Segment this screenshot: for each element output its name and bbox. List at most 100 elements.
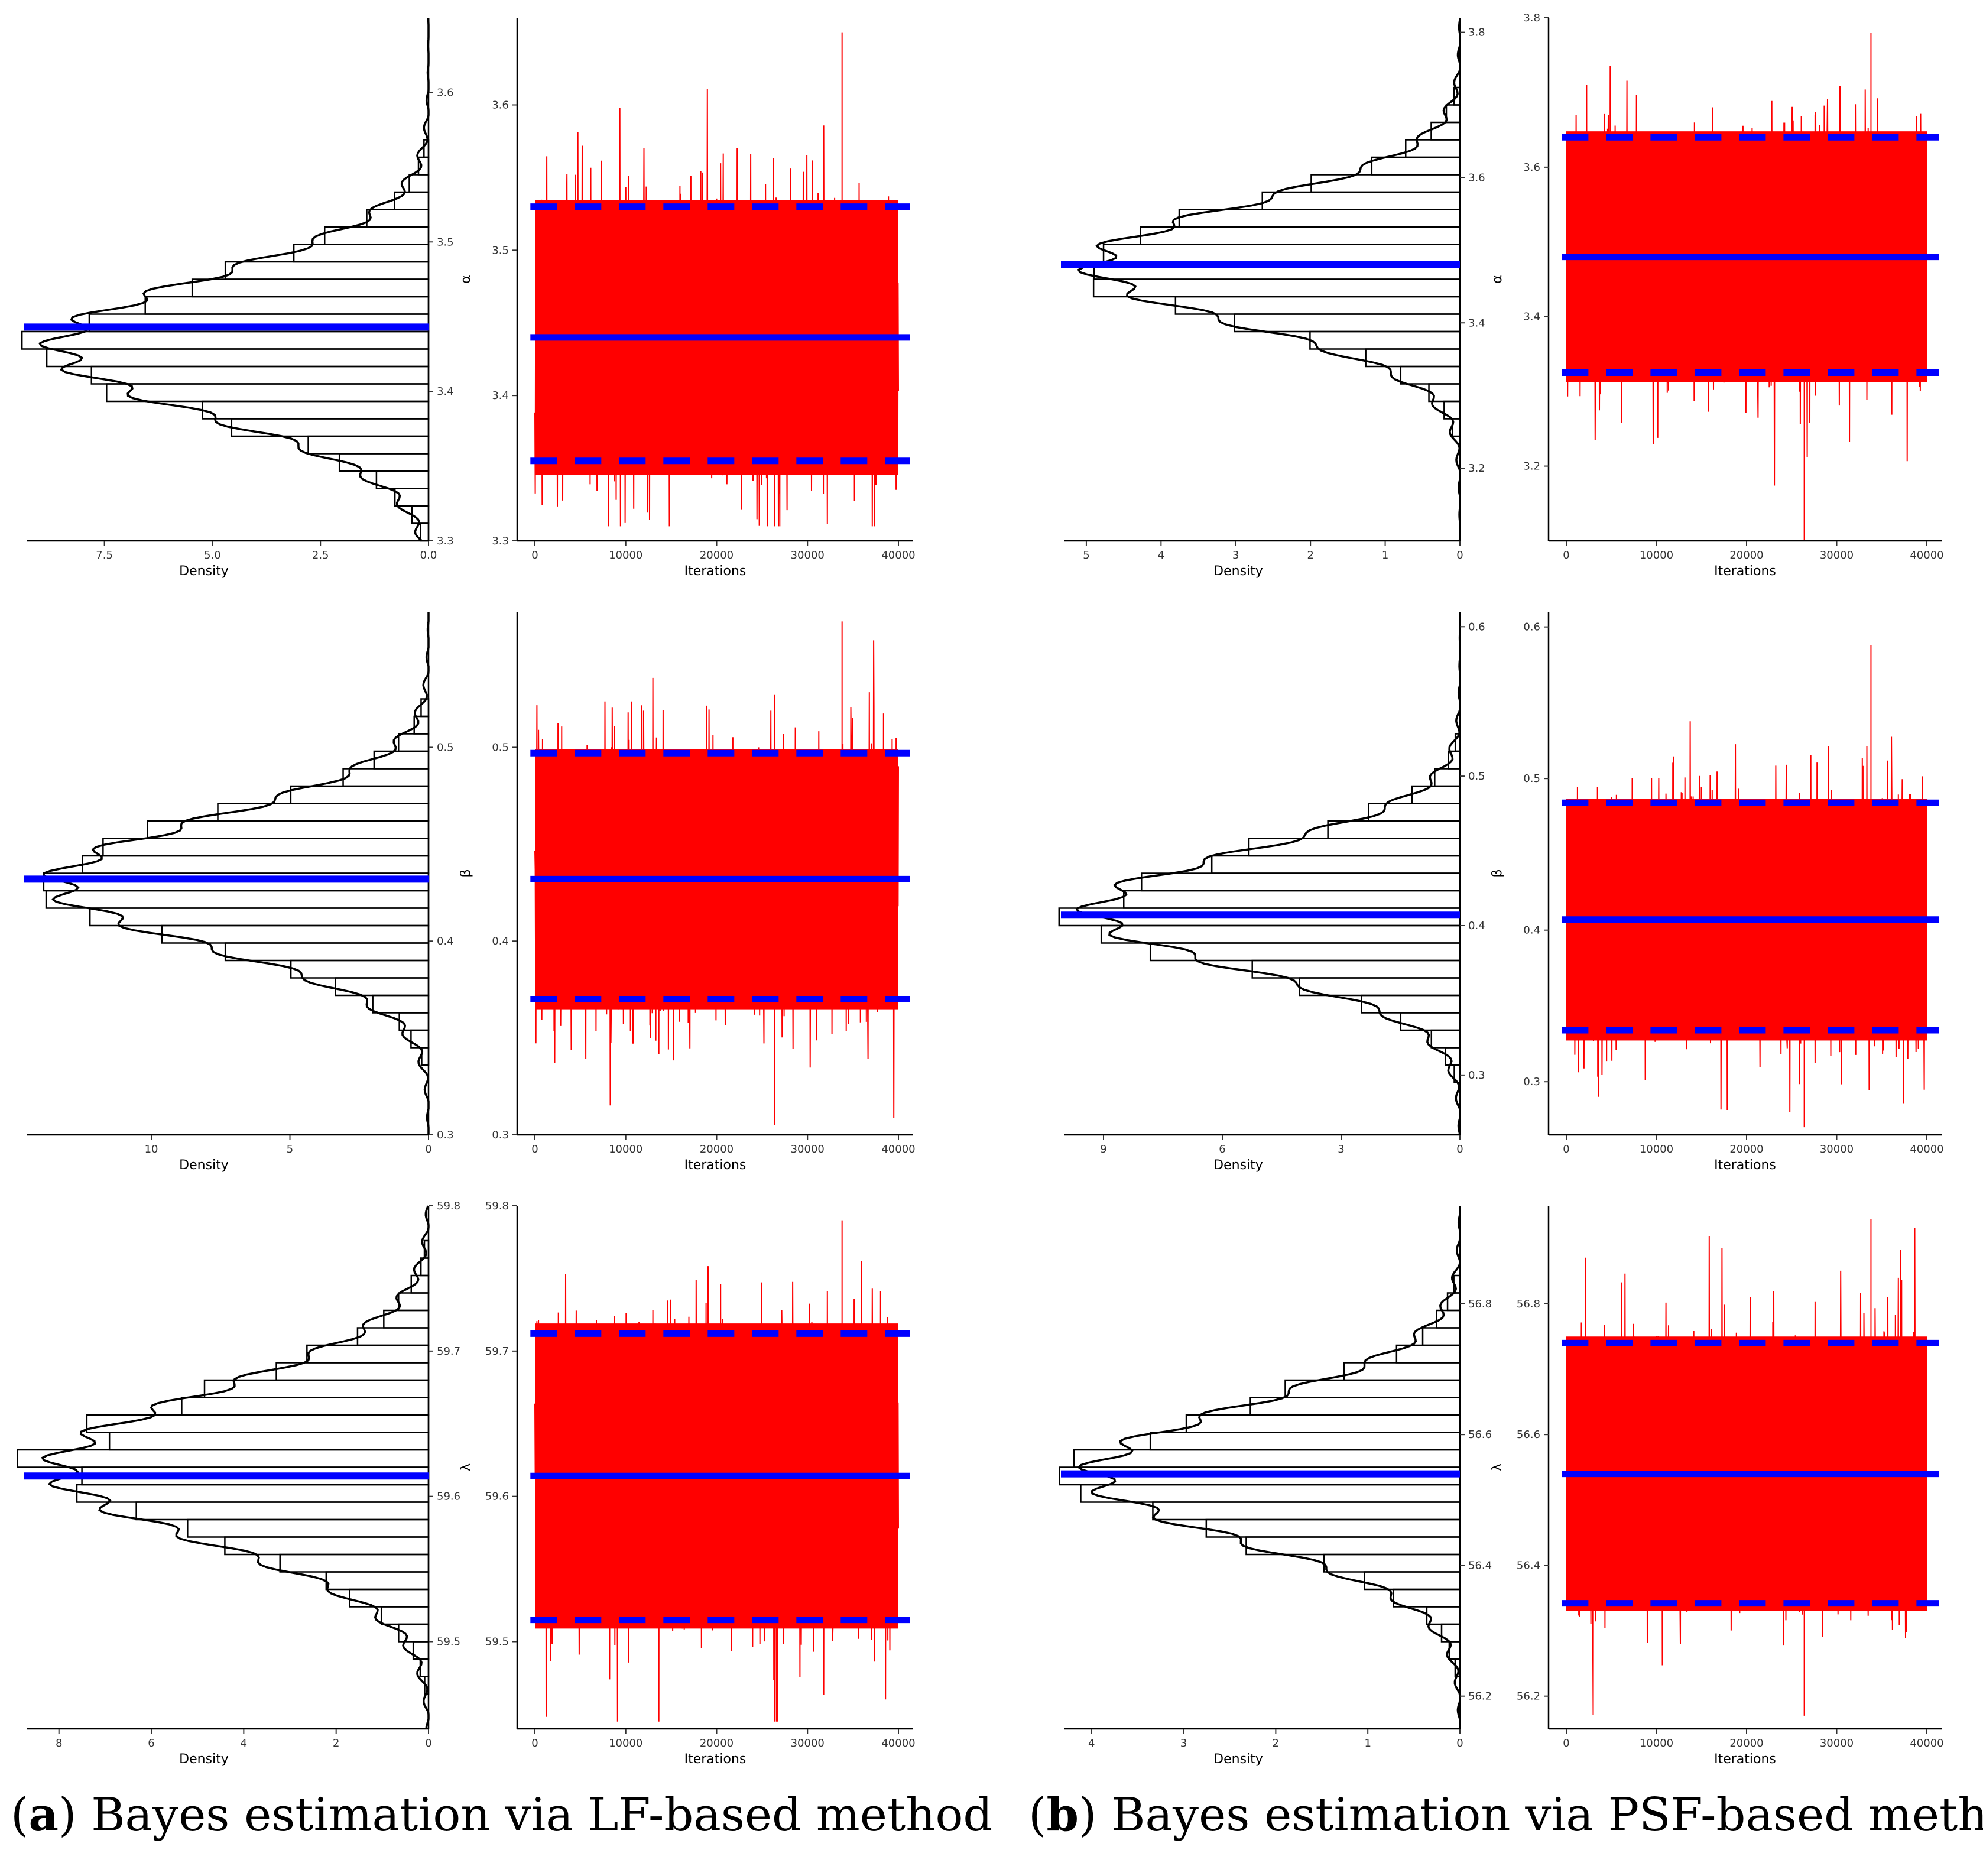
y-tick-label: 59.5: [437, 1636, 460, 1648]
y-tick-label: 3.8: [1523, 12, 1540, 24]
histogram-bar: [1152, 1501, 1461, 1521]
y-tick-label: 59.7: [485, 1345, 509, 1358]
histogram-bar: [203, 1379, 430, 1398]
histogram-bar: [1205, 1518, 1461, 1538]
y-axis-title: β: [1490, 869, 1505, 877]
histogram-panel-psf-beta: 9 6 3 0 0.3 0.4 0.5 0.6 Density: [1058, 612, 1485, 1173]
histogram-bar: [1400, 1012, 1461, 1031]
x-tick-label: 0: [1563, 1737, 1569, 1750]
density-curve: [41, 1205, 430, 1729]
x-tick-label: 0: [531, 549, 538, 561]
histogram-panel-psf-lambda: 4 3 2 1 0 56.2 56.4 56.6 56.8 Density: [1059, 1206, 1492, 1767]
histogram-bar: [1434, 768, 1461, 787]
x-tick-label: 1: [1364, 1737, 1371, 1750]
histogram-panel-lf-beta: 10 5 0 0.3 0.4 0.5 Density: [24, 612, 454, 1173]
histogram-bar: [1445, 104, 1461, 124]
x-axis-title: Iterations: [1714, 1158, 1776, 1173]
y-axis-title: λ: [1490, 1463, 1505, 1471]
x-axis-title: Density: [179, 564, 229, 579]
x-tick-label: 2: [1273, 1737, 1279, 1750]
x-tick-label: 10000: [1640, 549, 1673, 561]
y-tick-label: 59.7: [437, 1345, 460, 1358]
x-tick-label: 40000: [1910, 1143, 1943, 1156]
x-tick-label: 0: [425, 1143, 431, 1156]
density-curve: [1077, 1206, 1461, 1729]
y-tick-label: 59.8: [485, 1200, 509, 1212]
x-axis-title: Density: [1213, 1158, 1263, 1173]
y-tick-label: 56.4: [1468, 1559, 1492, 1572]
y-tick-label: 59.8: [437, 1200, 460, 1212]
histogram-bar: [202, 400, 430, 420]
histogram-bar: [1249, 1397, 1461, 1416]
histogram-bar: [1400, 365, 1461, 385]
histogram-bar: [181, 1397, 430, 1416]
histogram-bar: [102, 838, 430, 857]
y-tick-label: 0.3: [492, 1129, 509, 1141]
x-axis-title: Density: [179, 1158, 229, 1173]
histogram-bar: [1185, 1414, 1461, 1433]
histogram-bar: [338, 453, 430, 472]
x-tick-label: 2.5: [312, 549, 329, 561]
y-tick-label: 56.2: [1517, 1690, 1540, 1703]
histogram-bar: [76, 1484, 430, 1503]
x-axis-title: Iterations: [684, 564, 747, 579]
y-tick-label: 0.4: [437, 935, 454, 947]
caption-a-text: Bayes estimation via LF-based method: [91, 1789, 993, 1842]
x-tick-label: 10000: [1640, 1737, 1673, 1750]
histogram-bar: [1421, 1327, 1461, 1346]
histogram-bar: [89, 907, 430, 927]
density-curve: [38, 18, 430, 542]
trace-panel-psf-beta: 0 10000 20000 30000 40000 0.3 0.4 0.5 0.6 Iterati…: [1490, 612, 1944, 1173]
histogram-bar: [1411, 785, 1461, 804]
histogram-bar: [1323, 1553, 1461, 1573]
histogram-bar: [410, 1029, 430, 1049]
x-tick-label: 5: [1083, 549, 1089, 561]
x-tick-label: 10000: [609, 1737, 642, 1750]
histogram-bar: [279, 1553, 430, 1573]
histogram-bar: [307, 435, 430, 455]
histogram-bar: [21, 330, 430, 350]
y-tick-label: 56.2: [1468, 1690, 1492, 1703]
histogram-bar: [1261, 191, 1461, 210]
trace-panel-lf-lambda: 0 10000 20000 30000 40000 59.5 59.6 59.7 59.8 Ite…: [459, 1200, 916, 1767]
x-tick-label: 20000: [700, 1737, 734, 1750]
histogram-bar: [306, 1344, 430, 1364]
histogram-bar: [325, 1571, 430, 1591]
histogram-bar: [82, 855, 430, 874]
histogram-bar: [135, 1501, 430, 1521]
y-tick-label: 3.5: [437, 236, 454, 248]
histogram-panel-lf-lambda: 8 6 4 2 0 59.5 59.6 59.7 59.8 Density: [17, 1200, 460, 1767]
histogram-bar: [380, 1606, 430, 1625]
y-tick-label: 56.8: [1468, 1298, 1492, 1310]
histogram-bar: [411, 505, 430, 524]
histogram-bar: [1310, 174, 1461, 193]
x-tick-label: 0: [1456, 549, 1463, 561]
x-tick-label: 0: [425, 1737, 431, 1750]
trace-line: [534, 1261, 899, 1722]
y-tick-label: 56.6: [1468, 1429, 1492, 1441]
y-tick-label: 0.6: [1468, 621, 1485, 633]
x-tick-label: 20000: [1729, 1143, 1763, 1156]
histogram-bar: [1234, 313, 1461, 333]
x-axis-title: Density: [1213, 564, 1263, 579]
x-tick-label: 30000: [791, 549, 825, 561]
y-tick-label: 3.6: [492, 99, 509, 112]
x-tick-label: 20000: [700, 1143, 734, 1156]
histogram-bar: [108, 1432, 430, 1451]
histogram-bar: [1371, 156, 1461, 176]
y-tick-label: 59.6: [437, 1491, 460, 1503]
histogram-bar: [1430, 1029, 1461, 1049]
x-tick-label: 0: [531, 1737, 538, 1750]
histogram-panel-lf-alpha: 7.5 5.0 2.5 0.03.3 3.4 3.5 3.6 Density: [21, 18, 454, 579]
y-axis-title: λ: [459, 1463, 473, 1471]
histogram-bar: [1140, 226, 1461, 245]
histogram-bar: [335, 977, 430, 997]
histogram-bar: [290, 959, 430, 979]
histogram-bar: [90, 365, 430, 385]
y-tick-label: 0.4: [492, 935, 509, 947]
x-tick-label: 4: [1158, 549, 1164, 561]
histogram-bar: [293, 244, 430, 263]
x-axis-title: Density: [1213, 1752, 1263, 1767]
x-tick-label: 0: [1456, 1737, 1463, 1750]
